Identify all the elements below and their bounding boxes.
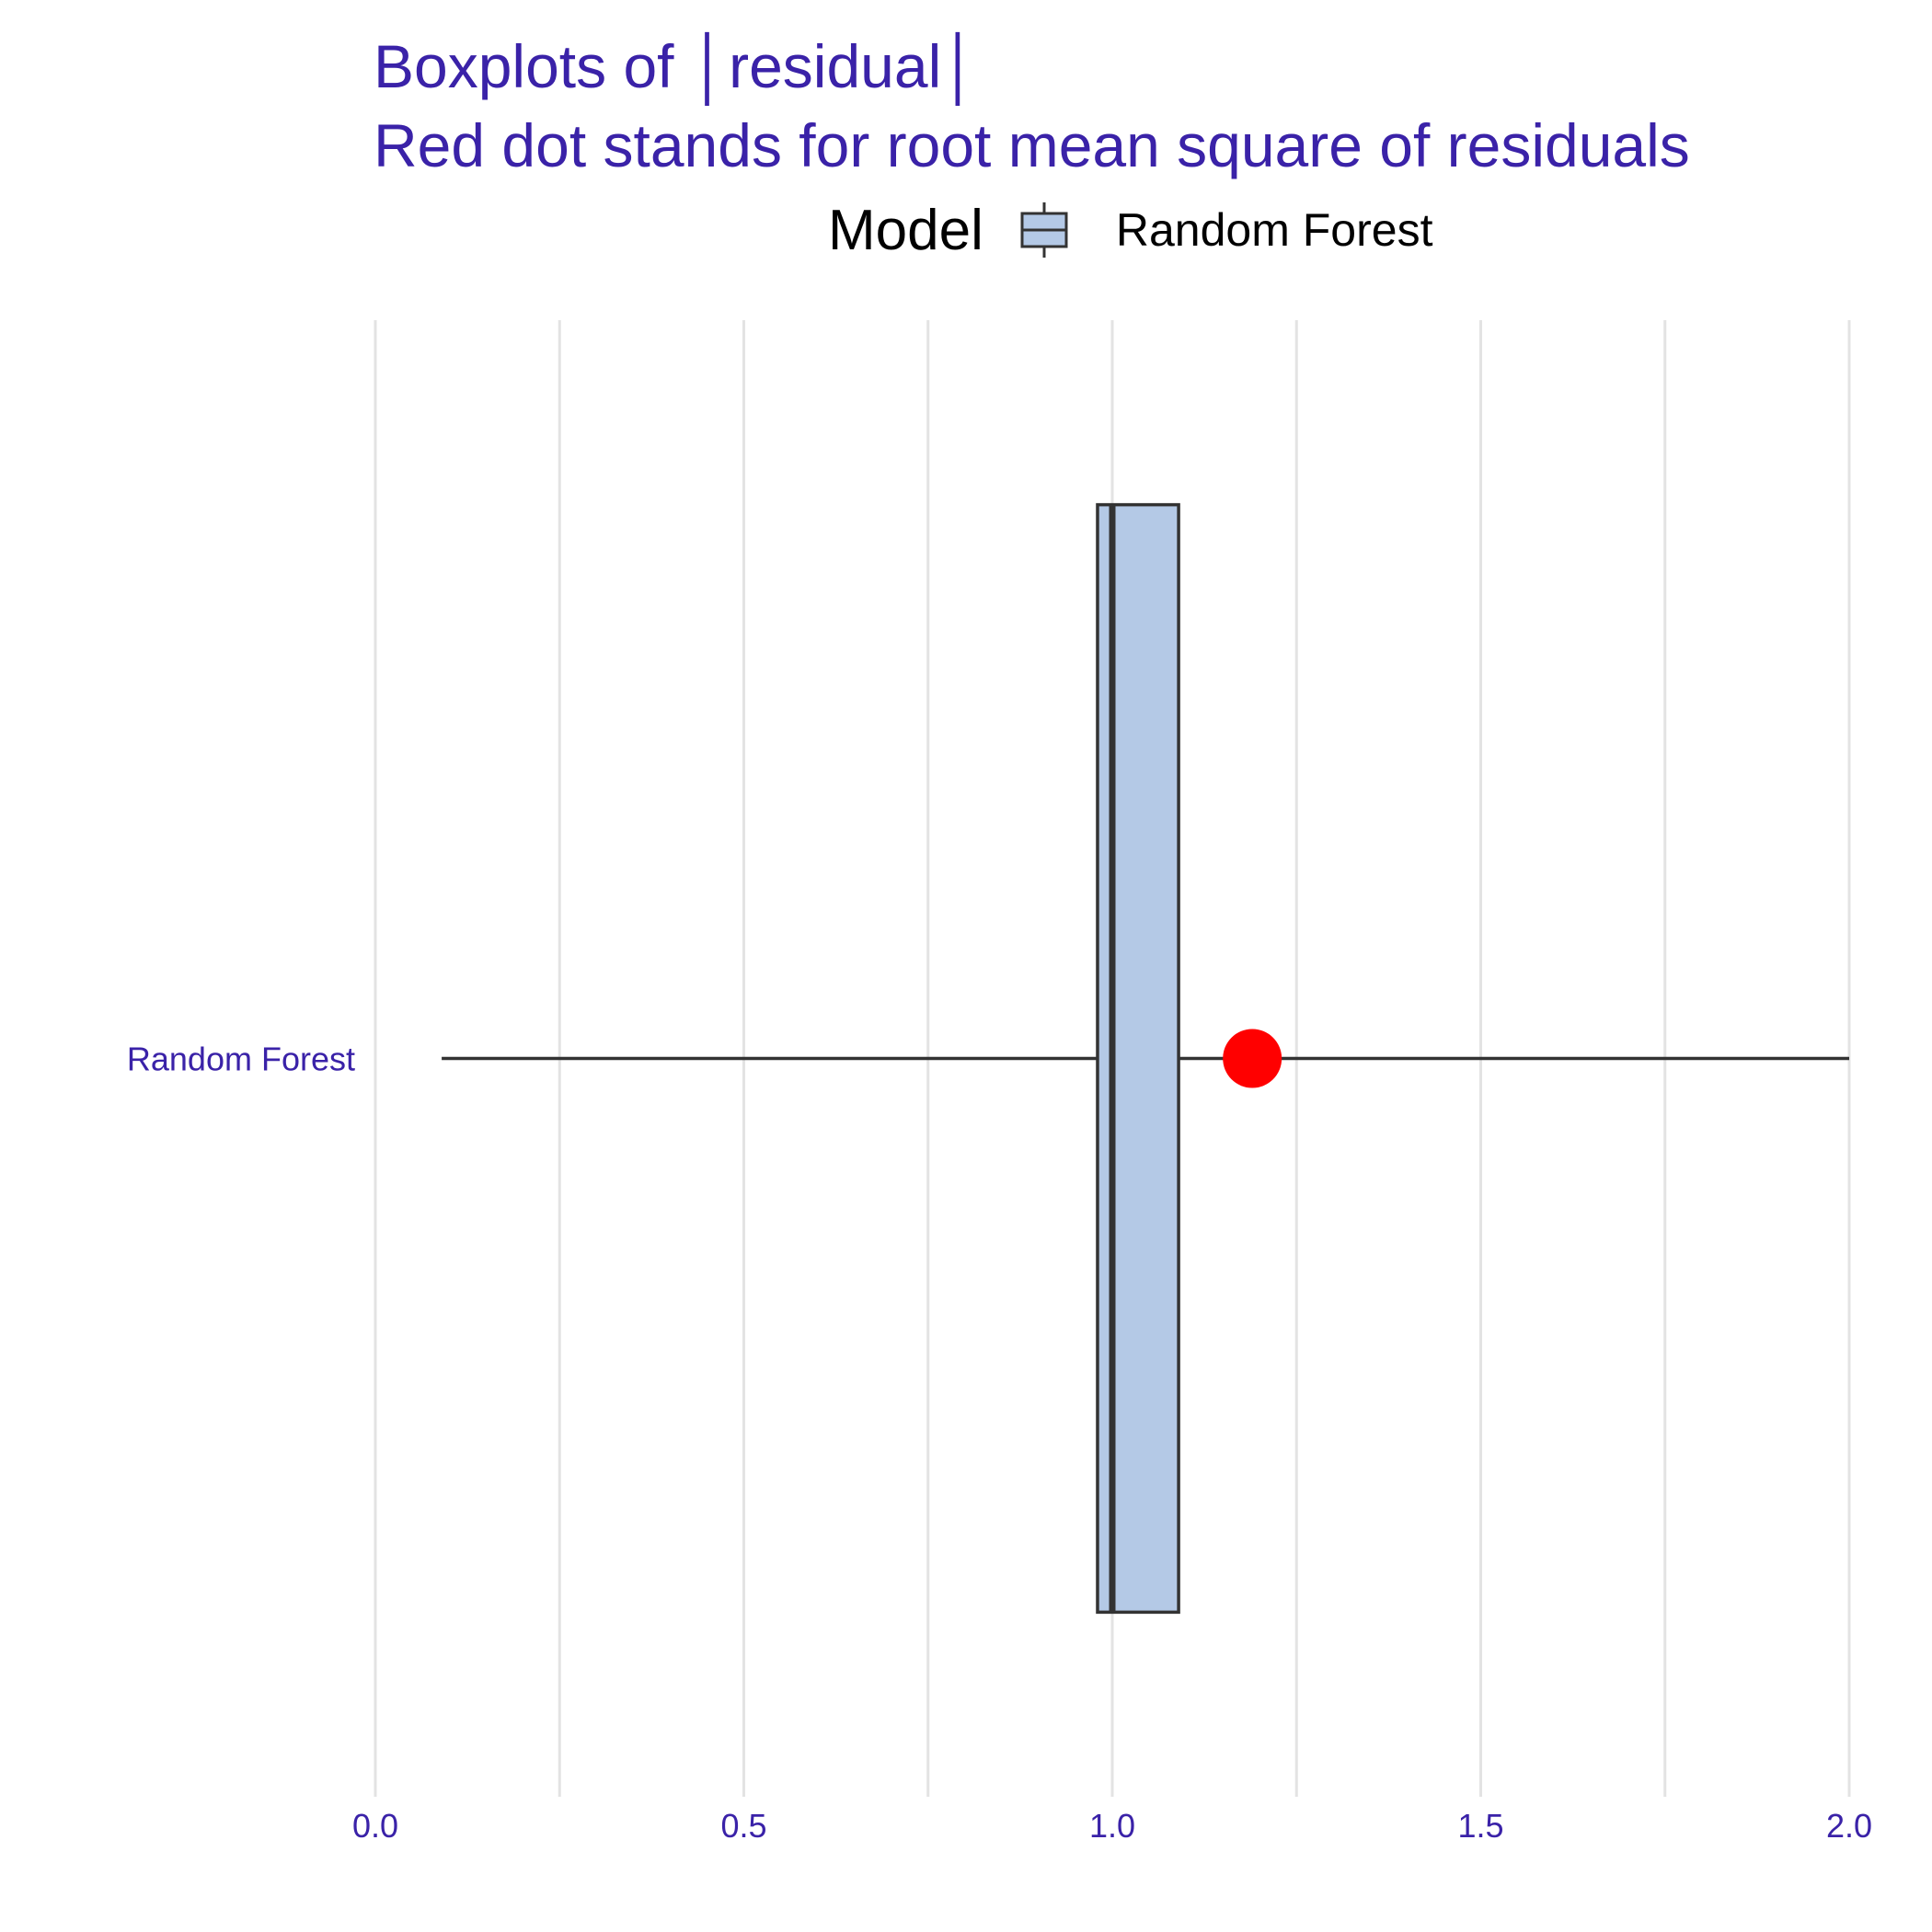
chart-subtitle: Red dot stands for root mean square of r… (374, 111, 1690, 179)
legend-label: Random Forest (1115, 204, 1433, 256)
legend: Model Random Forest (828, 189, 1432, 271)
x-tick-label: 0.5 (720, 1807, 766, 1845)
x-tick-label: 2.0 (1826, 1807, 1872, 1845)
x-tick-label: 1.5 (1457, 1807, 1503, 1845)
rmse-point (1223, 1029, 1282, 1088)
legend-title: Model (828, 198, 983, 262)
x-tick-label: 1.0 (1089, 1807, 1135, 1845)
chart-title: Boxplots of │residual│ (374, 32, 980, 100)
legend-key-boxplot-icon (1020, 202, 1068, 258)
y-category-label: Random Forest (127, 1041, 355, 1078)
x-tick-label: 0.0 (352, 1807, 398, 1845)
